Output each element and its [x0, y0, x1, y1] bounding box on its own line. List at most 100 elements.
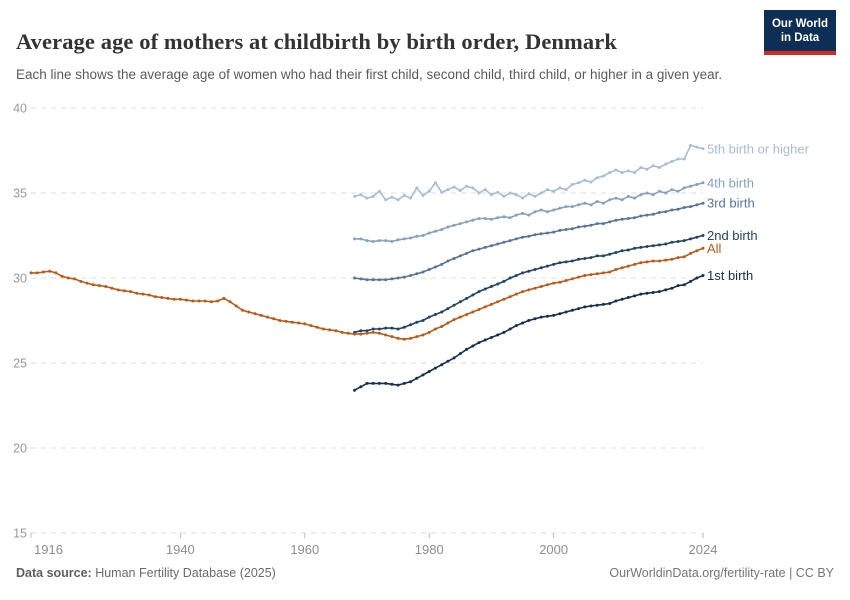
data-point[interactable] — [489, 193, 493, 197]
data-point[interactable] — [54, 271, 58, 275]
data-point[interactable] — [452, 257, 456, 260]
data-point[interactable] — [446, 188, 450, 192]
data-point[interactable] — [533, 286, 537, 290]
data-point[interactable] — [570, 227, 574, 231]
data-point[interactable] — [545, 188, 549, 192]
data-point[interactable] — [639, 214, 643, 218]
data-point[interactable] — [608, 302, 612, 305]
data-point[interactable] — [396, 198, 400, 202]
data-point[interactable] — [359, 385, 363, 389]
data-point[interactable] — [440, 363, 444, 367]
data-point[interactable] — [577, 225, 581, 229]
data-point[interactable] — [595, 222, 599, 226]
data-point[interactable] — [353, 194, 357, 198]
data-point[interactable] — [589, 304, 593, 308]
data-point[interactable] — [390, 277, 394, 281]
data-point[interactable] — [489, 244, 493, 248]
data-point[interactable] — [41, 270, 45, 274]
data-point[interactable] — [508, 216, 512, 220]
data-point[interactable] — [421, 319, 425, 322]
data-point[interactable] — [676, 207, 680, 211]
data-point[interactable] — [633, 196, 637, 200]
data-point[interactable] — [371, 381, 375, 385]
data-point[interactable] — [701, 274, 705, 277]
series-line-2nd-birth[interactable] — [354, 234, 704, 334]
data-point[interactable] — [253, 312, 257, 316]
data-point[interactable] — [384, 333, 388, 337]
data-point[interactable] — [595, 200, 599, 203]
data-point[interactable] — [539, 208, 543, 212]
data-point[interactable] — [695, 276, 699, 280]
data-point[interactable] — [433, 265, 437, 269]
data-point[interactable] — [265, 315, 269, 319]
data-point[interactable] — [390, 240, 394, 243]
data-point[interactable] — [533, 233, 537, 237]
data-point[interactable] — [48, 269, 52, 273]
data-point[interactable] — [458, 352, 462, 356]
data-point[interactable] — [122, 289, 126, 293]
data-point[interactable] — [533, 268, 537, 271]
data-point[interactable] — [608, 270, 612, 274]
data-point[interactable] — [377, 327, 381, 331]
data-point[interactable] — [670, 208, 674, 212]
data-point[interactable] — [601, 302, 605, 306]
data-point[interactable] — [508, 239, 512, 243]
data-point[interactable] — [545, 264, 549, 268]
data-point[interactable] — [371, 327, 375, 331]
data-point[interactable] — [471, 218, 475, 222]
data-point[interactable] — [409, 323, 413, 327]
data-point[interactable] — [390, 326, 394, 330]
data-point[interactable] — [465, 251, 469, 255]
data-point[interactable] — [471, 310, 475, 314]
data-point[interactable] — [421, 373, 425, 377]
data-point[interactable] — [545, 231, 549, 235]
data-point[interactable] — [502, 330, 506, 334]
data-point[interactable] — [695, 235, 699, 239]
data-point[interactable] — [359, 193, 363, 197]
data-point[interactable] — [334, 329, 338, 333]
data-point[interactable] — [545, 314, 549, 318]
data-point[interactable] — [278, 319, 282, 322]
data-point[interactable] — [701, 201, 705, 205]
data-point[interactable] — [589, 256, 593, 260]
data-point[interactable] — [415, 335, 419, 339]
data-point[interactable] — [396, 276, 400, 280]
data-point[interactable] — [689, 143, 693, 147]
data-point[interactable] — [79, 279, 83, 283]
data-point[interactable] — [477, 247, 481, 251]
data-point[interactable] — [483, 217, 487, 220]
data-point[interactable] — [483, 245, 487, 249]
data-point[interactable] — [639, 193, 643, 197]
data-point[interactable] — [533, 210, 537, 214]
data-point[interactable] — [477, 341, 481, 345]
data-point[interactable] — [545, 210, 549, 214]
data-point[interactable] — [639, 245, 643, 249]
data-point[interactable] — [514, 324, 518, 328]
data-point[interactable] — [433, 366, 437, 370]
data-point[interactable] — [297, 321, 301, 325]
data-point[interactable] — [521, 290, 525, 294]
data-point[interactable] — [608, 220, 612, 224]
data-point[interactable] — [377, 331, 381, 335]
data-point[interactable] — [670, 188, 674, 192]
data-point[interactable] — [85, 281, 89, 285]
data-point[interactable] — [427, 231, 431, 235]
data-point[interactable] — [458, 254, 462, 258]
data-point[interactable] — [135, 291, 139, 295]
data-point[interactable] — [570, 183, 574, 186]
data-point[interactable] — [377, 381, 381, 385]
data-point[interactable] — [583, 305, 587, 309]
data-point[interactable] — [452, 185, 456, 189]
data-point[interactable] — [321, 327, 325, 331]
data-point[interactable] — [664, 162, 668, 166]
data-point[interactable] — [496, 242, 500, 246]
data-point[interactable] — [589, 180, 593, 184]
data-point[interactable] — [433, 229, 437, 233]
data-point[interactable] — [570, 308, 574, 312]
data-point[interactable] — [558, 228, 562, 232]
data-point[interactable] — [689, 205, 693, 209]
data-point[interactable] — [409, 274, 413, 277]
data-point[interactable] — [203, 299, 207, 303]
data-point[interactable] — [508, 295, 512, 299]
data-point[interactable] — [676, 189, 680, 193]
